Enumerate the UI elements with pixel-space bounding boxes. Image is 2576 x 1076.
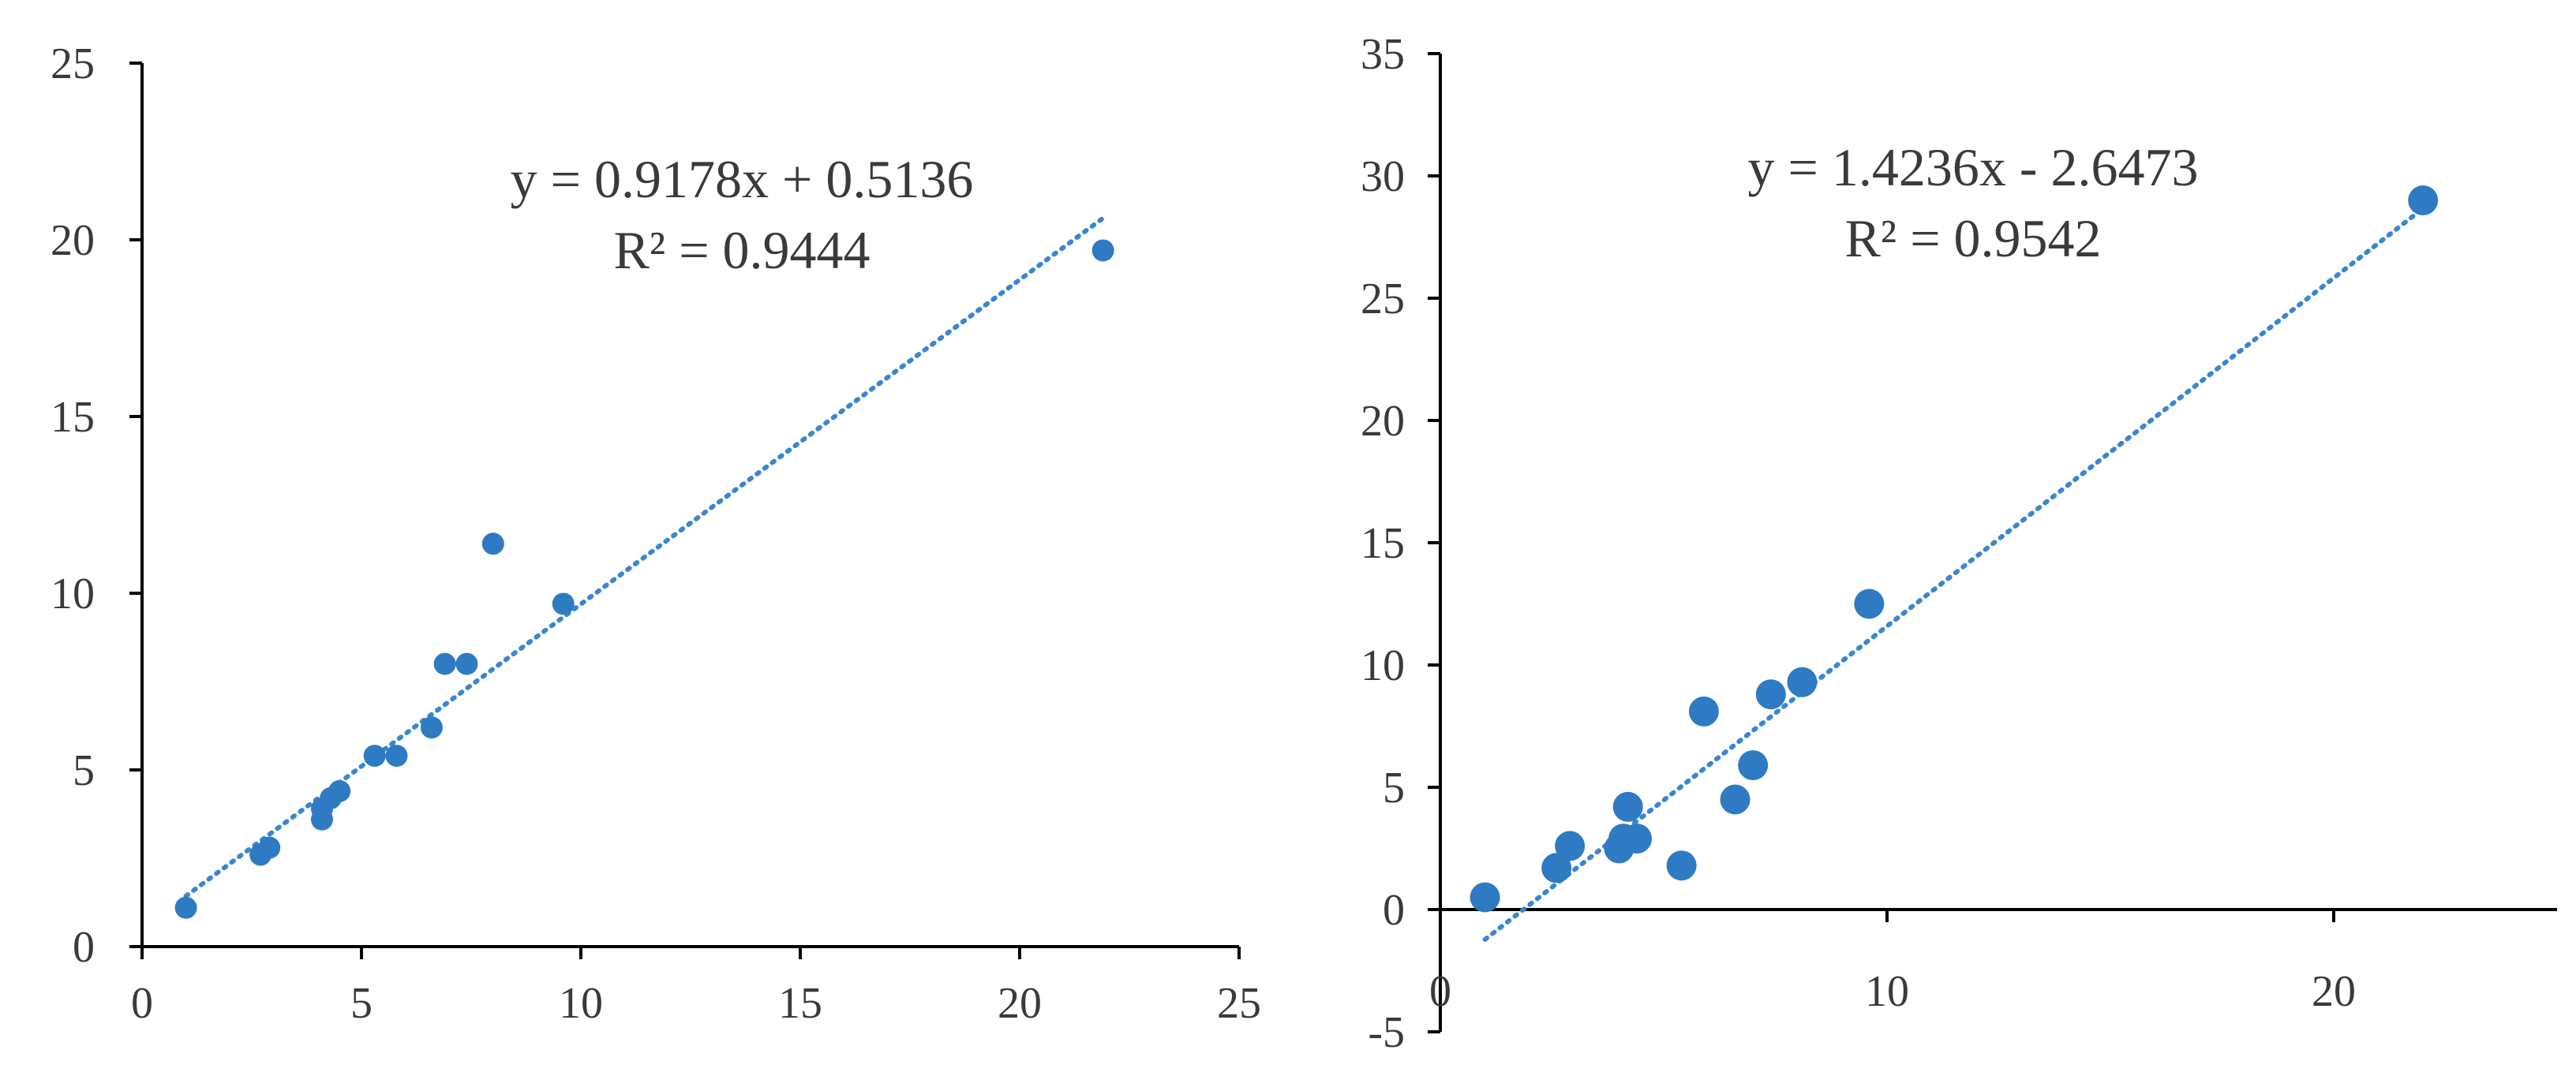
right-data-point — [1787, 667, 1818, 697]
left-y-tick-label: 5 — [73, 746, 95, 795]
right-r2-label: R² = 0.9542 — [1844, 208, 2101, 268]
right-data-point — [1688, 696, 1719, 727]
left-data-point — [433, 652, 456, 675]
right-y-tick-label: 25 — [1361, 275, 1405, 323]
right-data-point — [1470, 882, 1500, 913]
right-equation-label: y = 1.4236x - 2.6473 — [1748, 137, 2199, 197]
left-x-tick-label: 10 — [559, 979, 603, 1028]
left-y-tick-label: 10 — [51, 570, 95, 618]
right-data-point — [2408, 185, 2439, 215]
right-y-tick-label: 35 — [1361, 30, 1405, 79]
right-data-point — [1666, 850, 1697, 881]
right-data-point — [1541, 853, 1572, 884]
left-y-tick-label: 25 — [51, 39, 95, 88]
left-r2-label: R² = 0.9444 — [613, 220, 870, 280]
right-x-tick-label: 10 — [1865, 967, 1909, 1016]
right-data-point — [1622, 824, 1653, 854]
right-trendline — [1482, 206, 2426, 942]
right-y-tick-label: 0 — [1383, 886, 1405, 935]
left-data-point — [258, 836, 281, 859]
left-data-point — [481, 532, 504, 555]
right-x-tick-label: 20 — [2312, 967, 2356, 1016]
right-data-point — [1720, 784, 1750, 815]
right-data-point — [1555, 831, 1586, 861]
left-data-point — [420, 716, 443, 739]
left-x-tick-label: 0 — [131, 979, 153, 1028]
left-data-point — [552, 592, 575, 615]
right-scatter-chart: y = 1.4236x - 2.6473 R² = 0.9542 -5 0 5 10 1… — [1361, 30, 2557, 1057]
right-y-tick-label: -5 — [1368, 1008, 1405, 1057]
left-x-tick-label: 20 — [998, 979, 1042, 1028]
left-data-point — [174, 896, 197, 919]
left-y-tick-label: 0 — [73, 923, 95, 972]
left-x-tick-label: 25 — [1217, 979, 1261, 1028]
left-data-point — [455, 652, 478, 675]
right-y-tick-label: 5 — [1383, 764, 1405, 813]
left-data-point — [328, 779, 351, 802]
right-x-tick-label: 0 — [1429, 967, 1451, 1016]
right-data-point — [1738, 750, 1769, 781]
left-scatter-chart: y = 0.9178x + 0.5136 R² = 0.9444 0 5 10 15 2… — [51, 39, 1261, 1028]
left-data-point — [1091, 239, 1114, 262]
left-data-point — [363, 745, 386, 768]
right-y-tick-label: 15 — [1361, 519, 1405, 568]
left-equation-label: y = 0.9178x + 0.5136 — [511, 149, 974, 209]
left-data-point — [385, 745, 408, 768]
left-y-tick-label: 20 — [51, 216, 95, 265]
right-y-tick-label: 30 — [1361, 152, 1405, 201]
left-y-tick-label: 15 — [51, 393, 95, 442]
right-y-tick-label: 20 — [1361, 397, 1405, 446]
right-data-point — [1612, 791, 1643, 822]
right-data-point — [1854, 588, 1885, 619]
left-x-tick-label: 5 — [350, 979, 373, 1028]
right-data-point — [1755, 679, 1786, 710]
left-x-tick-label: 15 — [778, 979, 822, 1028]
right-y-tick-label: 10 — [1361, 641, 1405, 690]
